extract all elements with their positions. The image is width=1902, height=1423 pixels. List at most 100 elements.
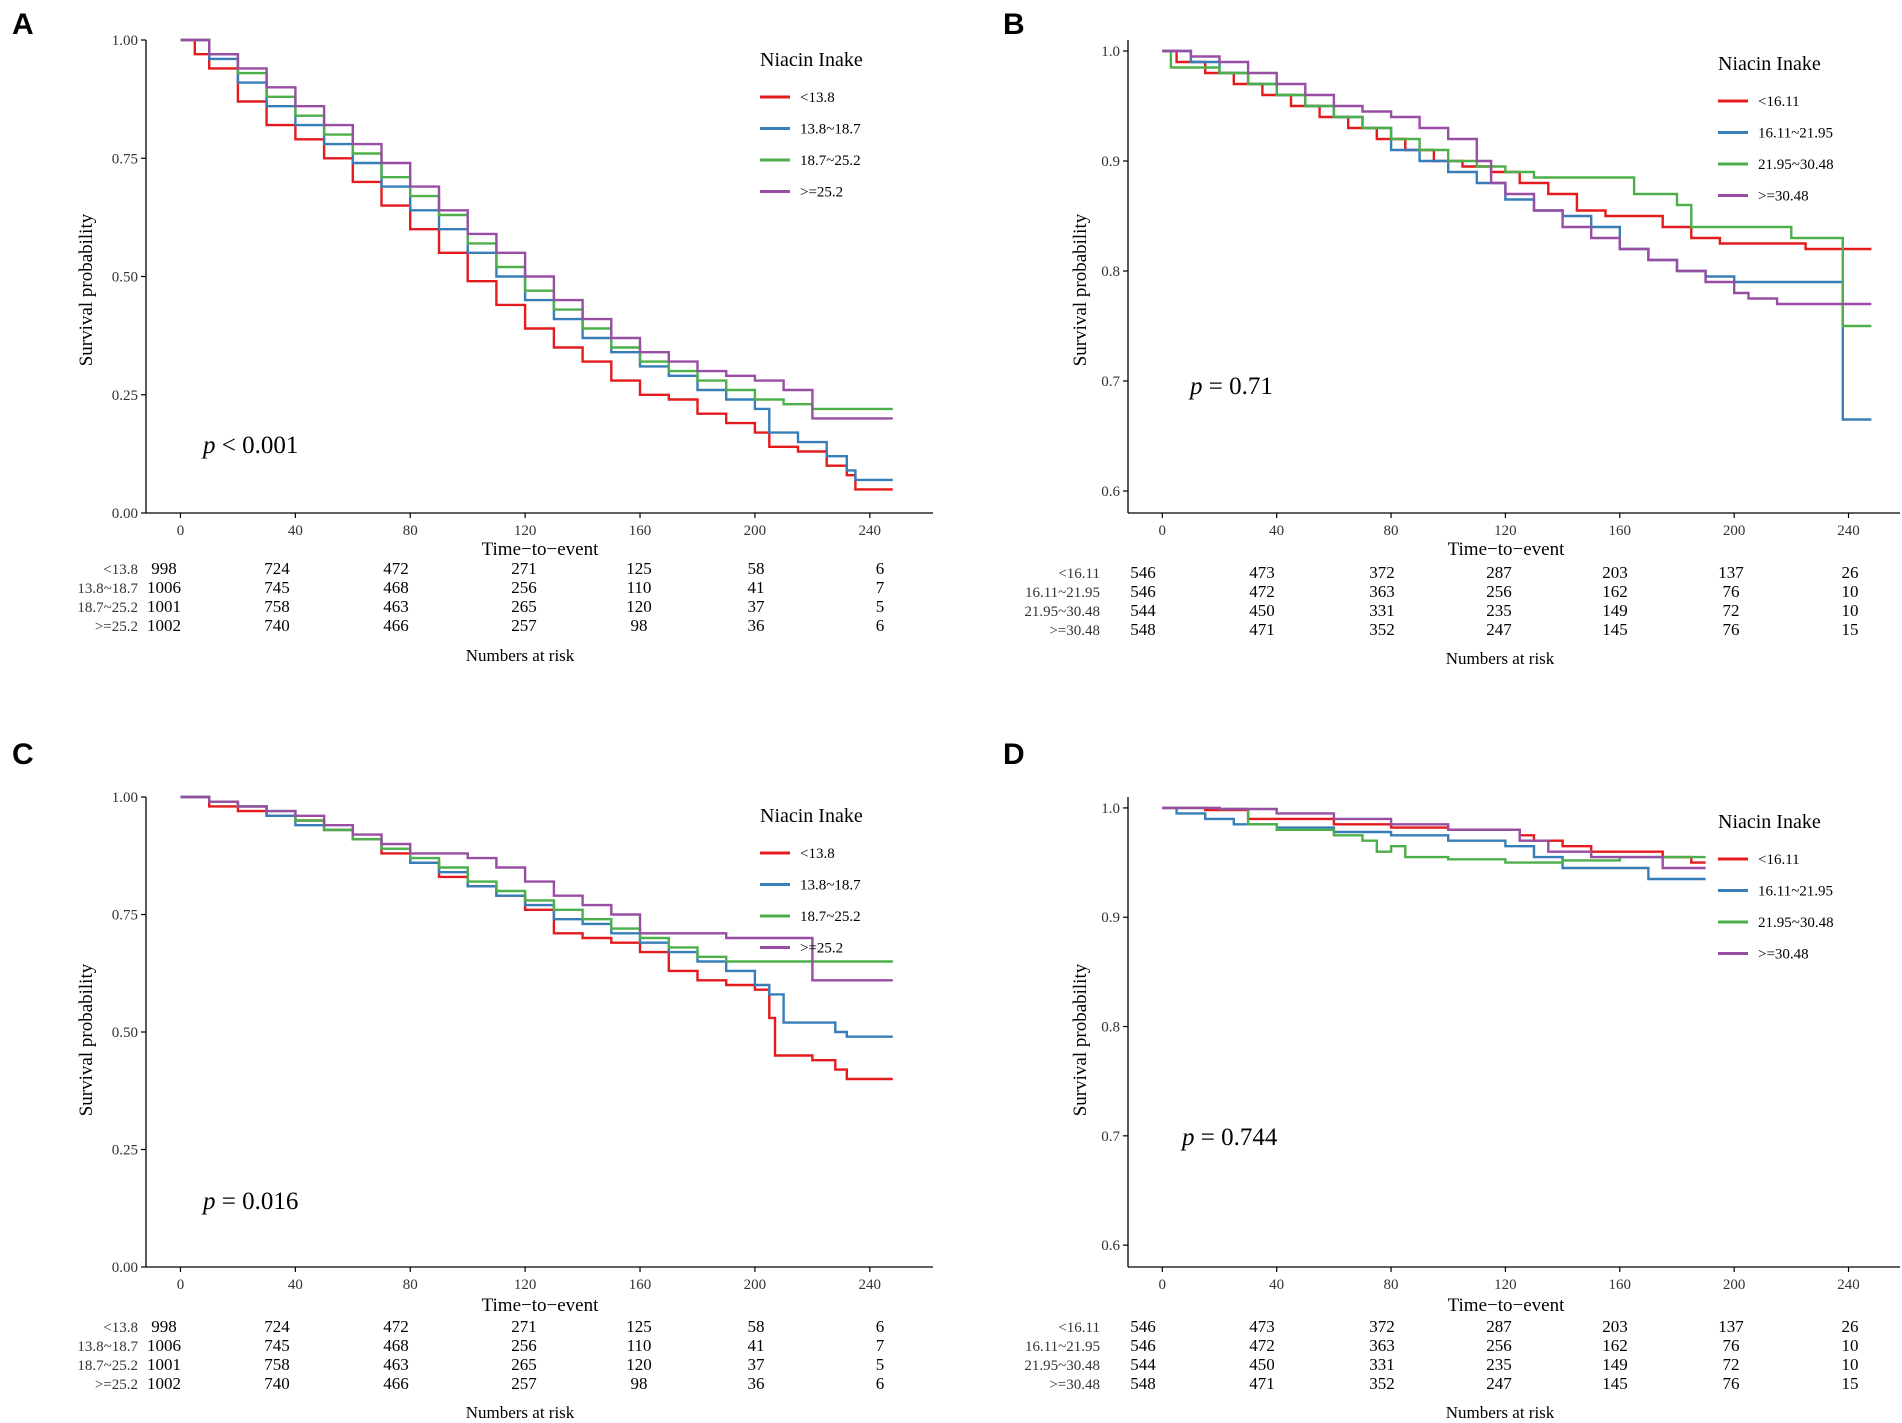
risk-value: 76: [1723, 1336, 1740, 1355]
x-tick-label: 160: [629, 523, 652, 539]
y-tick-label: 1.0: [1101, 801, 1120, 817]
x-tick-label: 200: [1723, 1277, 1746, 1293]
risk-value: 331: [1369, 1355, 1395, 1374]
legend-title: Niacin Inake: [1718, 53, 1821, 75]
risk-value: 162: [1602, 582, 1628, 601]
risk-value: 76: [1723, 582, 1740, 601]
risk-row-label: <13.8: [103, 1320, 138, 1336]
risk-value: 1002: [147, 616, 181, 635]
risk-value: 125: [626, 559, 652, 578]
risk-row-label: <16.11: [1058, 566, 1100, 582]
legend-label: >=25.2: [800, 185, 843, 201]
risk-value: 256: [1486, 1336, 1512, 1355]
risk-value: 473: [1249, 563, 1275, 582]
y-tick-label: 0.9: [1101, 154, 1120, 170]
risk-value: 5: [876, 1355, 885, 1374]
x-tick-label: 40: [288, 523, 303, 539]
x-tick-label: 0: [177, 1277, 185, 1293]
risk-row-label: <13.8: [103, 562, 138, 578]
risk-value: 256: [1486, 582, 1512, 601]
x-tick-label: 0: [1159, 1277, 1167, 1293]
risk-value: 471: [1249, 620, 1275, 639]
risk-value: 745: [264, 1336, 290, 1355]
x-tick-label: 40: [288, 1277, 303, 1293]
legend-label: <16.11: [1758, 852, 1800, 868]
risk-value: 372: [1369, 563, 1395, 582]
risk-value: 15: [1842, 1374, 1859, 1393]
legend: Niacin Inake <16.11 16.11~21.95 21.95~30.48…: [1718, 53, 1834, 205]
x-tick-label: 120: [514, 523, 537, 539]
risk-value: 372: [1369, 1317, 1395, 1336]
risk-value: 76: [1723, 620, 1740, 639]
x-tick-label: 200: [1723, 523, 1746, 539]
y-axis-title: Survival probability: [76, 963, 97, 1116]
legend-label: 16.11~21.95: [1758, 126, 1833, 142]
risk-value: 149: [1602, 1355, 1628, 1374]
y-axis-title: Survival probability: [76, 213, 97, 366]
risk-value: 271: [511, 1317, 537, 1336]
panel-d: D 0.6 0.7 0.8 0.9 1.0 0 40 80 120 160 200 240 Surviva…: [1003, 738, 1900, 1422]
p-value-symbol: p: [201, 432, 216, 459]
panel-a: A 0.00 0.25 0.50 0.75 1.00 0 40 80 120 160 200 240 Su…: [12, 8, 933, 665]
x-tick-label: 240: [1837, 523, 1860, 539]
risk-value: 271: [511, 559, 537, 578]
risk-value: 468: [383, 1336, 409, 1355]
risk-value: 137: [1718, 563, 1744, 582]
x-tick-label: 40: [1269, 523, 1284, 539]
risk-value: 758: [264, 597, 290, 616]
risk-value: 145: [1602, 1374, 1628, 1393]
risk-value: 472: [1249, 582, 1275, 601]
risk-value: 546: [1130, 1317, 1156, 1336]
risk-value: 72: [1723, 601, 1740, 620]
risk-value: 235: [1486, 1355, 1512, 1374]
risk-table: <16.11 546 473 372 287 203 137 26 16.11~21.95 546…: [1024, 563, 1858, 668]
y-tick-label: 0.00: [112, 1260, 138, 1276]
risk-row-label: 21.95~30.48: [1024, 604, 1100, 620]
risk-value: 352: [1369, 1374, 1395, 1393]
risk-value: 137: [1718, 1317, 1744, 1336]
risk-value: 758: [264, 1355, 290, 1374]
risk-value: 10: [1842, 582, 1859, 601]
risk-table-title: Numbers at risk: [1446, 1403, 1555, 1422]
y-tick-label: 0.00: [112, 506, 138, 522]
x-tick-label: 160: [1609, 1277, 1632, 1293]
risk-value: 287: [1486, 563, 1512, 582]
legend-label: >=25.2: [800, 941, 843, 957]
risk-value: 473: [1249, 1317, 1275, 1336]
risk-value: 1001: [147, 1355, 181, 1374]
risk-value: 120: [626, 597, 652, 616]
risk-row-label: <16.11: [1058, 1320, 1100, 1336]
risk-value: 247: [1486, 1374, 1512, 1393]
risk-value: 6: [876, 616, 885, 635]
p-value-text: = 0.71: [1203, 373, 1273, 400]
risk-value: 998: [151, 559, 177, 578]
risk-table: <13.8 998 724 472 271 125 58 6 13.8~18.7 1006 745 4…: [77, 1317, 884, 1422]
risk-table-title: Numbers at risk: [466, 646, 575, 665]
x-axis-title: Time−to−event: [1448, 539, 1566, 560]
y-tick-label: 0.50: [112, 1025, 138, 1041]
risk-value: 110: [627, 578, 652, 597]
risk-value: 1006: [147, 1336, 181, 1355]
survival-curve-3: [1162, 49, 1872, 328]
survival-curve-4: [180, 38, 893, 420]
risk-value: 41: [748, 1336, 765, 1355]
risk-row-label: 13.8~18.7: [77, 581, 138, 597]
risk-value: 98: [631, 1374, 648, 1393]
risk-value: 235: [1486, 601, 1512, 620]
risk-row-label: >=30.48: [1049, 1377, 1100, 1393]
risk-value: 36: [748, 616, 765, 635]
legend-label: <16.11: [1758, 94, 1800, 110]
risk-value: 472: [1249, 1336, 1275, 1355]
risk-value: 41: [748, 578, 765, 597]
x-tick-label: 160: [629, 1277, 652, 1293]
p-value-symbol: p: [201, 1188, 216, 1215]
legend-label: 21.95~30.48: [1758, 157, 1834, 173]
risk-value: 257: [511, 616, 537, 635]
risk-table-title: Numbers at risk: [466, 1403, 575, 1422]
risk-value: 724: [264, 559, 290, 578]
risk-value: 352: [1369, 620, 1395, 639]
risk-value: 256: [511, 1336, 537, 1355]
risk-value: 546: [1130, 563, 1156, 582]
y-tick-label: 0.9: [1101, 910, 1120, 926]
